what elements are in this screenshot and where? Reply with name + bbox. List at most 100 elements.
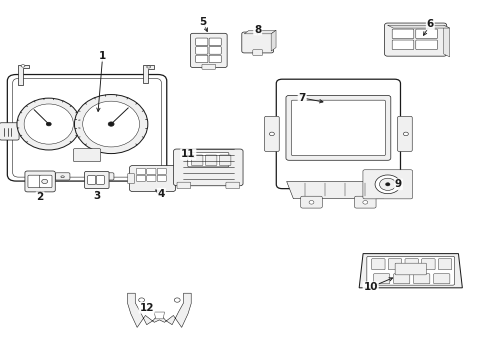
FancyBboxPatch shape — [157, 175, 166, 181]
Text: 3: 3 — [93, 191, 100, 201]
Ellipse shape — [74, 95, 147, 154]
Text: 12: 12 — [139, 303, 154, 313]
FancyBboxPatch shape — [391, 29, 413, 39]
Ellipse shape — [379, 178, 395, 190]
FancyBboxPatch shape — [371, 259, 384, 270]
Polygon shape — [270, 30, 275, 51]
Polygon shape — [443, 25, 448, 57]
Ellipse shape — [46, 122, 51, 126]
Polygon shape — [286, 181, 389, 199]
FancyBboxPatch shape — [241, 32, 273, 53]
Text: 8: 8 — [254, 24, 261, 35]
FancyBboxPatch shape — [397, 116, 411, 152]
FancyBboxPatch shape — [276, 79, 400, 189]
FancyBboxPatch shape — [421, 259, 434, 270]
Ellipse shape — [41, 179, 47, 184]
Ellipse shape — [385, 183, 389, 186]
FancyBboxPatch shape — [391, 40, 413, 50]
FancyBboxPatch shape — [177, 182, 190, 189]
FancyBboxPatch shape — [404, 259, 418, 270]
FancyBboxPatch shape — [136, 175, 145, 181]
FancyBboxPatch shape — [55, 173, 70, 180]
FancyBboxPatch shape — [0, 123, 19, 140]
FancyBboxPatch shape — [384, 23, 446, 56]
Ellipse shape — [24, 104, 73, 144]
FancyBboxPatch shape — [209, 38, 221, 46]
FancyBboxPatch shape — [291, 100, 385, 156]
FancyBboxPatch shape — [300, 196, 322, 208]
FancyBboxPatch shape — [157, 168, 166, 175]
FancyBboxPatch shape — [25, 171, 55, 192]
FancyBboxPatch shape — [433, 274, 449, 284]
Text: 11: 11 — [181, 149, 195, 159]
Text: 5: 5 — [199, 17, 206, 27]
Text: 1: 1 — [99, 51, 106, 61]
FancyBboxPatch shape — [40, 175, 52, 188]
FancyBboxPatch shape — [219, 155, 230, 166]
FancyBboxPatch shape — [136, 168, 145, 175]
Text: 7: 7 — [298, 93, 305, 103]
FancyBboxPatch shape — [225, 182, 239, 189]
FancyBboxPatch shape — [394, 263, 426, 275]
Ellipse shape — [362, 201, 367, 204]
FancyBboxPatch shape — [202, 64, 215, 69]
Ellipse shape — [139, 298, 144, 302]
FancyBboxPatch shape — [387, 259, 401, 270]
Text: 4: 4 — [157, 189, 165, 199]
FancyBboxPatch shape — [127, 174, 134, 184]
Polygon shape — [244, 30, 275, 34]
Ellipse shape — [108, 122, 114, 126]
FancyBboxPatch shape — [187, 152, 228, 167]
Ellipse shape — [17, 98, 81, 150]
Text: 9: 9 — [394, 179, 401, 189]
FancyBboxPatch shape — [84, 171, 109, 189]
Polygon shape — [358, 253, 462, 288]
Ellipse shape — [82, 101, 139, 147]
FancyBboxPatch shape — [146, 175, 156, 181]
FancyBboxPatch shape — [195, 55, 207, 63]
FancyBboxPatch shape — [209, 55, 221, 63]
Ellipse shape — [308, 201, 313, 204]
FancyBboxPatch shape — [362, 170, 412, 199]
FancyBboxPatch shape — [209, 46, 221, 54]
Ellipse shape — [269, 132, 274, 136]
FancyBboxPatch shape — [73, 149, 101, 162]
Ellipse shape — [174, 298, 180, 302]
Polygon shape — [127, 293, 191, 328]
FancyBboxPatch shape — [354, 196, 375, 208]
FancyBboxPatch shape — [129, 166, 175, 192]
Polygon shape — [18, 65, 29, 85]
FancyBboxPatch shape — [373, 274, 389, 284]
Text: 2: 2 — [37, 192, 43, 202]
FancyBboxPatch shape — [413, 274, 429, 284]
FancyBboxPatch shape — [191, 155, 203, 166]
FancyBboxPatch shape — [99, 173, 114, 180]
FancyBboxPatch shape — [190, 33, 226, 68]
FancyBboxPatch shape — [437, 259, 451, 270]
FancyBboxPatch shape — [366, 256, 454, 285]
FancyBboxPatch shape — [7, 75, 166, 181]
Polygon shape — [154, 312, 164, 319]
FancyBboxPatch shape — [264, 116, 279, 152]
FancyBboxPatch shape — [173, 149, 243, 186]
Ellipse shape — [21, 65, 25, 67]
FancyBboxPatch shape — [13, 78, 161, 177]
FancyBboxPatch shape — [285, 95, 390, 160]
Polygon shape — [386, 25, 448, 28]
Text: 6: 6 — [426, 19, 433, 30]
Ellipse shape — [146, 66, 150, 68]
FancyBboxPatch shape — [393, 274, 409, 284]
Ellipse shape — [104, 176, 108, 177]
FancyBboxPatch shape — [252, 50, 262, 55]
FancyBboxPatch shape — [195, 38, 207, 46]
FancyBboxPatch shape — [146, 168, 156, 175]
FancyBboxPatch shape — [415, 40, 437, 50]
Polygon shape — [143, 65, 154, 83]
FancyBboxPatch shape — [195, 46, 207, 54]
Ellipse shape — [403, 132, 407, 136]
FancyBboxPatch shape — [87, 176, 96, 184]
FancyBboxPatch shape — [415, 29, 437, 39]
FancyBboxPatch shape — [28, 175, 41, 188]
FancyBboxPatch shape — [96, 176, 104, 184]
Ellipse shape — [61, 176, 64, 177]
